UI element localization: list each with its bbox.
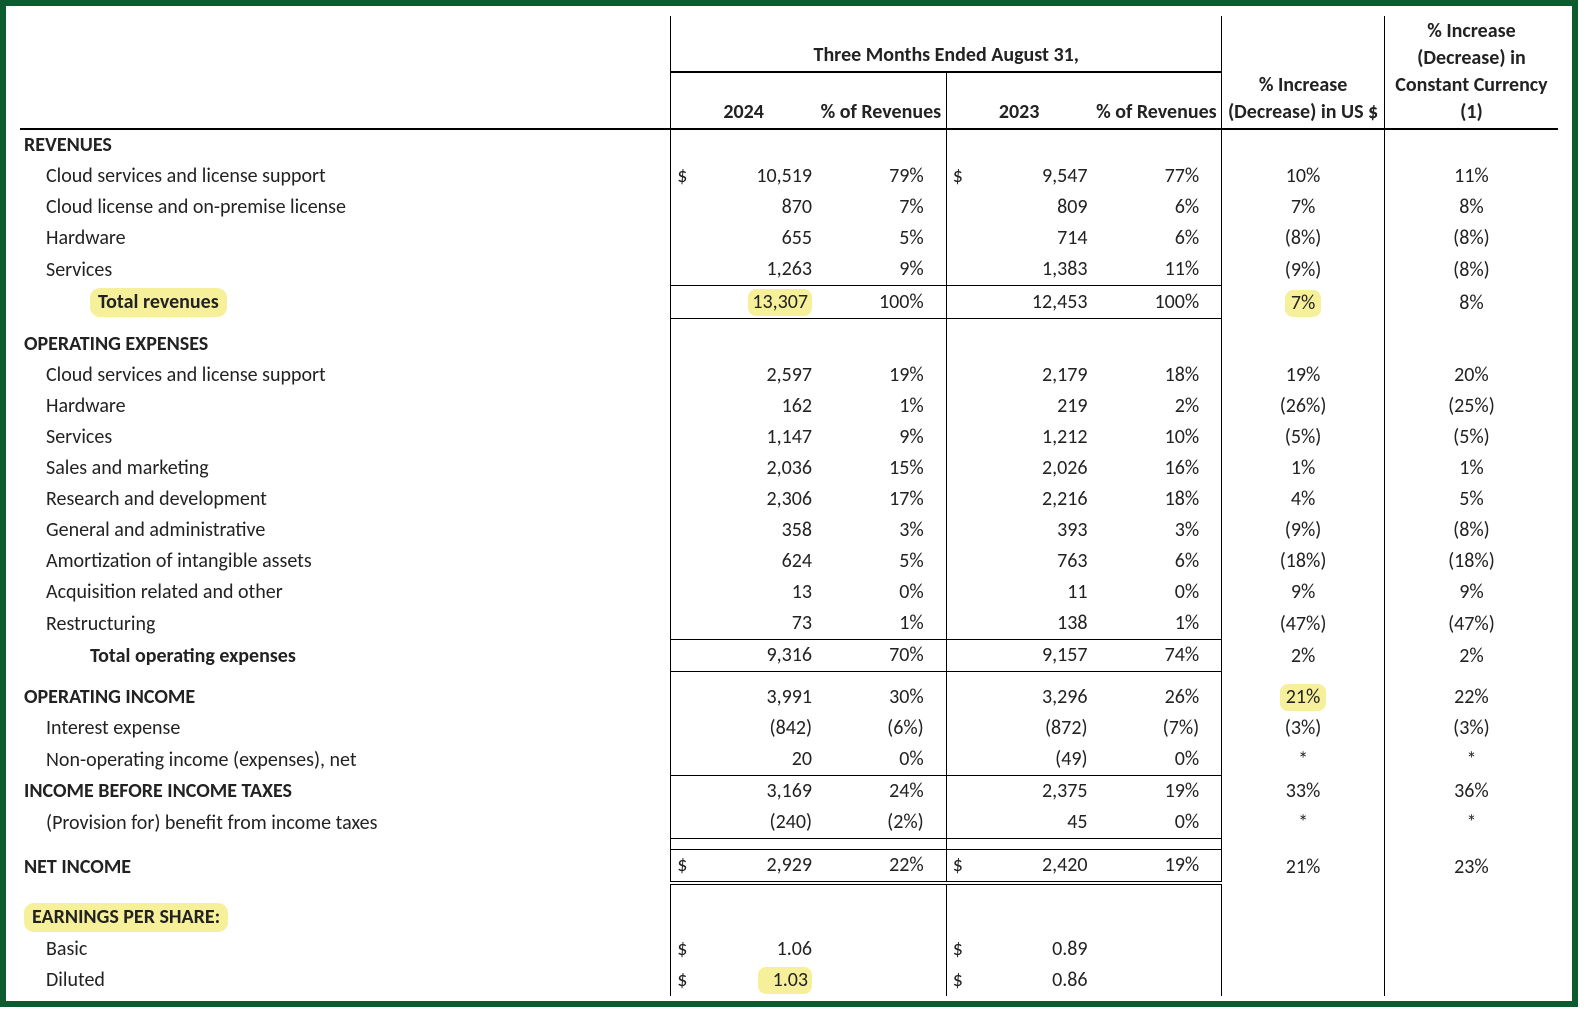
header-period: Three Months Ended August 31, xyxy=(671,16,1222,72)
table-row: Services1,1479%1,21210%(5%)(5%) xyxy=(20,422,1558,453)
row-eps-diluted: Diluted $ 1.03 $ 0.86 xyxy=(20,965,1558,996)
financial-table-frame: Three Months Ended August 31, % Increase… xyxy=(0,0,1578,1007)
table-row: (Provision for) benefit from income taxe… xyxy=(20,807,1558,839)
val-total-revenues-usd: 7% xyxy=(1285,290,1321,317)
table-row: Sales and marketing2,03615%2,02616%1%1% xyxy=(20,453,1558,484)
table-row: Hardware6555%7146%(8%)(8%) xyxy=(20,223,1558,254)
row-operating-income: OPERATING INCOME 3,991 30% 3,296 26% 21%… xyxy=(20,682,1558,713)
header-inc-usd: % Increase (Decrease) in US $ xyxy=(1222,16,1385,129)
table-row: Cloud services and license support2,5971… xyxy=(20,360,1558,391)
table-row: Services1,2639%1,38311%(9%)(8%) xyxy=(20,254,1558,286)
header-2023: 2023 xyxy=(946,72,1091,129)
table-row: General and administrative3583%3933%(9%)… xyxy=(20,515,1558,546)
row-total-revenues: Total revenues 13,307 100% 12,453 100% 7… xyxy=(20,286,1558,319)
header-pct-2023: % of Revenues xyxy=(1092,72,1222,129)
row-income-before-taxes: INCOME BEFORE INCOME TAXES 3,169 24% 2,3… xyxy=(20,776,1558,808)
table-row: Cloud license and on-premise license8707… xyxy=(20,192,1558,223)
val-eps-diluted-2024: 1.03 xyxy=(758,967,812,994)
table-row: Restructuring731%1381%(47%)(47%) xyxy=(20,608,1558,640)
row-net-income: NET INCOME $ 2,929 22% $ 2,420 19% 21% 2… xyxy=(20,850,1558,884)
header-pct-2024: % of Revenues xyxy=(816,72,946,129)
table-row: Non-operating income (expenses), net200%… xyxy=(20,744,1558,776)
val-opinc-usd: 21% xyxy=(1280,684,1327,711)
table-row: Cloud services and license support$10,51… xyxy=(20,161,1558,192)
table-row: Research and development2,30617%2,21618%… xyxy=(20,484,1558,515)
table-row: Hardware1621%2192%(26%)(25%) xyxy=(20,391,1558,422)
val-total-revenues-2024: 13,307 xyxy=(748,289,812,316)
section-opex: OPERATING EXPENSES xyxy=(20,329,671,360)
section-revenues: REVENUES xyxy=(20,129,671,161)
section-eps: EARNINGS PER SHARE: xyxy=(24,903,228,932)
row-total-opex: Total operating expenses 9,316 70% 9,157… xyxy=(20,640,1558,672)
row-eps-basic: Basic $ 1.06 $ 0.89 xyxy=(20,934,1558,965)
income-statement-table: Three Months Ended August 31, % Increase… xyxy=(20,16,1558,996)
header-inc-cc: % Increase (Decrease) in Constant Curren… xyxy=(1384,16,1558,129)
table-row: Acquisition related and other130%110%9%9… xyxy=(20,577,1558,608)
label-total-revenues: Total revenues xyxy=(90,288,227,317)
header-2024: 2024 xyxy=(671,72,816,129)
table-row: Interest expense(842)(6%)(872)(7%)(3%)(3… xyxy=(20,713,1558,744)
table-row: Amortization of intangible assets6245%76… xyxy=(20,546,1558,577)
